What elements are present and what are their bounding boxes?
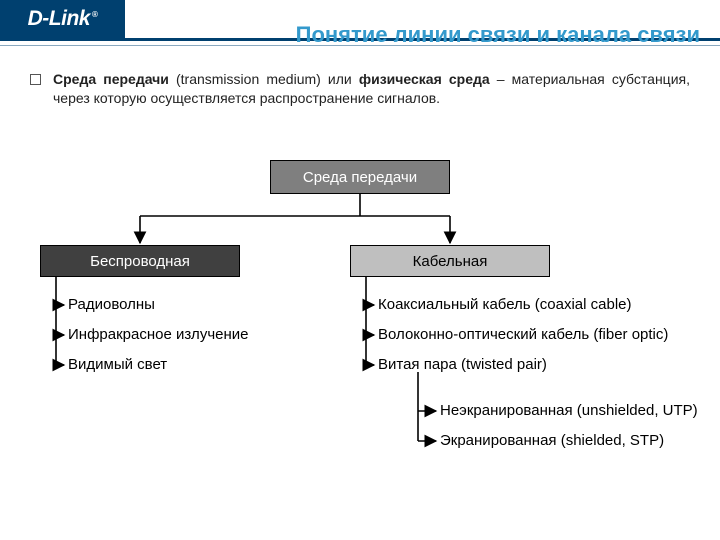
bullet-icon <box>30 74 41 85</box>
paragraph-text: Среда передачи (transmission medium) или… <box>53 70 690 108</box>
node-root: Среда передачи <box>270 160 450 194</box>
subleaf-cable-0: Неэкранированная (unshielded, UTP) <box>440 402 698 419</box>
subleaf-cable-1: Экранированная (shielded, STP) <box>440 432 664 449</box>
slide-title: Понятие линии связи и канала связи <box>150 22 700 48</box>
brand-logo: D-Link® <box>0 0 125 38</box>
body-paragraph: Среда передачи (transmission medium) или… <box>30 70 690 108</box>
leaf-cable-0: Коаксиальный кабель (coaxial cable) <box>378 296 632 313</box>
leaf-wireless-0: Радиоволны <box>68 296 155 313</box>
leaf-wireless-2: Видимый свет <box>68 356 167 373</box>
node-cable: Кабельная <box>350 245 550 277</box>
leaf-cable-1: Волоконно-оптический кабель (fiber optic… <box>378 326 668 343</box>
leaf-cable-2: Витая пара (twisted pair) <box>378 356 547 373</box>
leaf-wireless-1: Инфракрасное излучение <box>68 326 248 343</box>
node-wireless: Беспроводная <box>40 245 240 277</box>
brand-logo-text: D-Link® <box>28 7 98 31</box>
